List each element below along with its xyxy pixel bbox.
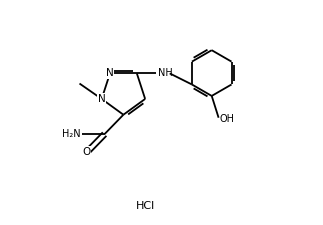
Text: N: N <box>106 68 114 78</box>
Text: OH: OH <box>219 114 234 124</box>
Text: N: N <box>98 94 106 104</box>
Text: NH: NH <box>158 68 173 78</box>
Text: O: O <box>83 147 91 157</box>
Text: H₂N: H₂N <box>62 129 81 139</box>
Text: HCl: HCl <box>136 201 155 211</box>
